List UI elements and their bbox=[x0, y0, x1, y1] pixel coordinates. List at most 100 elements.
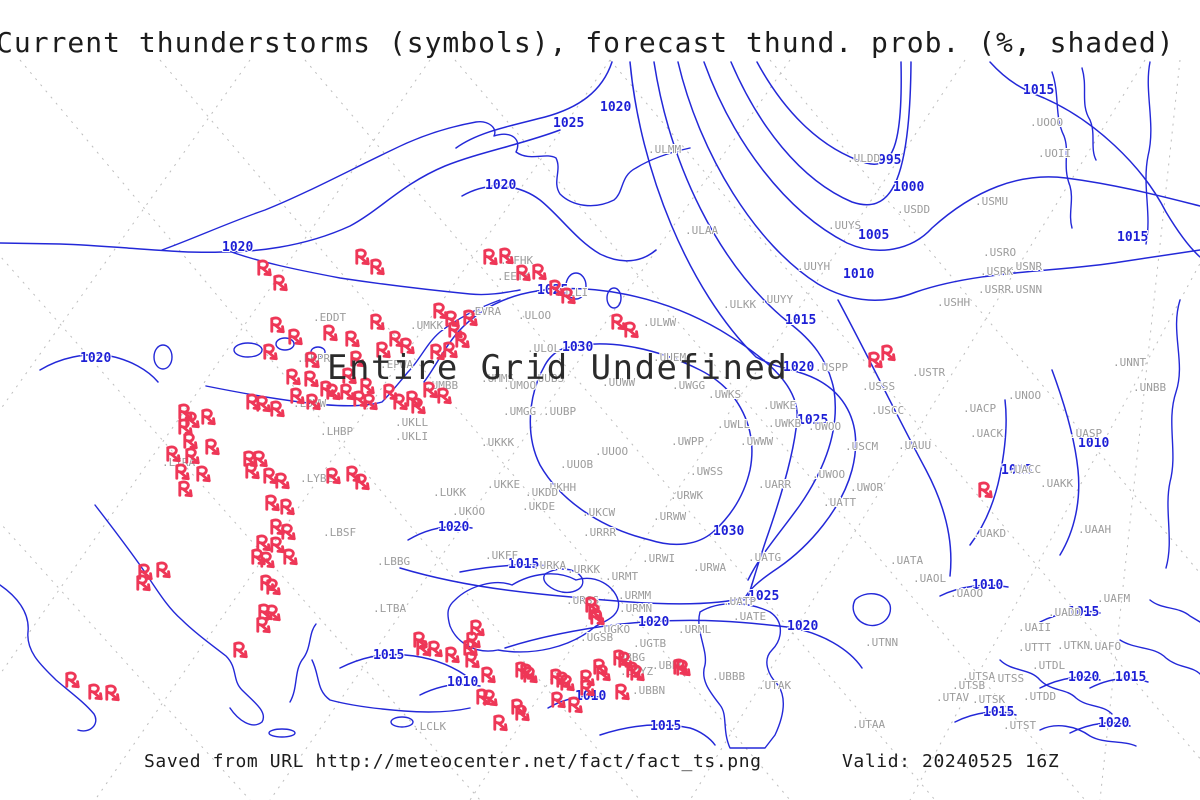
thunderstorm-icon bbox=[323, 324, 338, 342]
station-label: .UBBN bbox=[632, 684, 665, 697]
station-label: .USDD bbox=[897, 203, 930, 216]
station-label: .UATT bbox=[823, 496, 856, 509]
station-label: .UAII bbox=[1018, 621, 1051, 634]
thunderstorm-icon bbox=[881, 344, 896, 362]
thunderstorm-icon bbox=[256, 616, 271, 634]
contour-value-label: 1020 bbox=[80, 351, 111, 366]
footer-valid-time: Valid: 20240525 16Z bbox=[842, 751, 1060, 772]
station-label: .UTST bbox=[1003, 719, 1036, 732]
station-label: .UKFF bbox=[485, 549, 518, 562]
station-label: .UWWW bbox=[740, 435, 773, 448]
thunderstorm-icon bbox=[263, 343, 278, 361]
thunderstorm-icon bbox=[270, 316, 285, 334]
station-label: .UACP bbox=[963, 402, 996, 415]
station-label: .UTKN bbox=[1057, 639, 1090, 652]
station-label: .EDDT bbox=[313, 311, 346, 324]
station-label: .UUYH bbox=[797, 260, 830, 273]
station-label: .UWOO bbox=[808, 420, 841, 433]
station-label: .UKKE bbox=[487, 478, 520, 491]
station-label: .URWK bbox=[670, 489, 703, 502]
station-label: .USNN bbox=[1009, 283, 1042, 296]
station-label: .UADD bbox=[1048, 606, 1081, 619]
station-label: .UTSS bbox=[991, 672, 1024, 685]
station-label: .USMU bbox=[975, 195, 1008, 208]
station-label: .URML bbox=[678, 623, 711, 636]
station-label: .USPP bbox=[815, 361, 848, 374]
station-label: .UMGG bbox=[503, 405, 536, 418]
station-label: .ULMM bbox=[648, 143, 681, 156]
station-label: .UTAA bbox=[852, 718, 885, 731]
thunderstorm-icon bbox=[270, 536, 285, 554]
station-label: .UKCW bbox=[582, 506, 615, 519]
isobars bbox=[0, 61, 1200, 746]
station-label: .UBBB bbox=[712, 670, 745, 683]
contour-value-label: 1020 bbox=[485, 178, 516, 193]
station-label: .UWKE bbox=[763, 399, 796, 412]
station-label: .UWKB bbox=[768, 417, 801, 430]
thunderstorm-icon bbox=[370, 258, 385, 276]
thunderstorm-icon bbox=[428, 640, 443, 658]
station-label: .ULKK bbox=[723, 298, 756, 311]
contour-value-label: 1015 bbox=[983, 705, 1014, 720]
station-label: .URRR bbox=[583, 526, 616, 539]
station-label: .USCC bbox=[871, 404, 904, 417]
thunderstorm-icon bbox=[304, 370, 319, 388]
station-label: .UUBS bbox=[531, 372, 564, 385]
station-label: .LUKK bbox=[433, 486, 466, 499]
contour-value-label: 1000 bbox=[893, 180, 924, 195]
thunderstorm-icon bbox=[345, 330, 360, 348]
station-label: .URKK bbox=[567, 563, 600, 576]
station-label: .UTSA bbox=[962, 670, 995, 683]
thunderstorm-icon bbox=[483, 248, 498, 266]
station-label: .LYBE bbox=[300, 472, 333, 485]
contour-value-label: 1010 bbox=[447, 675, 478, 690]
station-label: .UWSS bbox=[690, 465, 723, 478]
station-label: .URWW bbox=[653, 510, 686, 523]
thunderstorm-icon bbox=[156, 561, 171, 579]
station-label: .UOOO bbox=[1030, 116, 1063, 129]
station-label: .UKLL bbox=[395, 416, 428, 429]
station-label: .URMN bbox=[619, 602, 652, 615]
station-label: .UARR bbox=[758, 478, 791, 491]
station-label: .UTAK bbox=[758, 679, 791, 692]
contour-value-label: 1015 bbox=[785, 313, 816, 328]
station-label: .UKDE bbox=[522, 500, 555, 513]
thunderstorm-icon bbox=[280, 498, 295, 516]
contour-value-label: 1020 bbox=[638, 615, 669, 630]
thunderstorm-icon bbox=[445, 646, 460, 664]
station-label: .UKOO bbox=[452, 505, 485, 518]
station-label: .ULWW bbox=[643, 316, 676, 329]
thunderstorm-icon bbox=[433, 302, 448, 320]
station-label: .UAFO bbox=[1088, 640, 1121, 653]
station-label: .URWI bbox=[642, 552, 675, 565]
thunderstorm-icon bbox=[283, 548, 298, 566]
thunderstorm-icon bbox=[263, 467, 278, 485]
station-label: .UAAH bbox=[1078, 523, 1111, 536]
station-label: .UWGG bbox=[672, 379, 705, 392]
thunderstorm-icon bbox=[481, 666, 496, 684]
thunderstorm-icon bbox=[205, 438, 220, 456]
station-label: .UTSB bbox=[952, 679, 985, 692]
station-label: .LBBG bbox=[377, 555, 410, 568]
station-label: .ULAA bbox=[685, 224, 718, 237]
station-label: .USRR bbox=[978, 283, 1011, 296]
thunderstorm-icon bbox=[275, 472, 290, 490]
station-label: .UTNN bbox=[865, 636, 898, 649]
contour-value-label: 1030 bbox=[713, 524, 744, 539]
contour-value-label: 1015 bbox=[1068, 605, 1099, 620]
contour-value-label: 1015 bbox=[1117, 230, 1148, 245]
contour-value-label: 1015 bbox=[373, 648, 404, 663]
contour-value-label: 1020 bbox=[1098, 716, 1129, 731]
station-label: .UACK bbox=[970, 427, 1003, 440]
station-label: .UATE bbox=[733, 610, 766, 623]
contour-value-label: 1030 bbox=[562, 340, 593, 355]
map-title: Current thunderstorms (symbols), forecas… bbox=[0, 26, 1175, 59]
thunderstorm-icon bbox=[286, 368, 301, 386]
footer-source-url: Saved from URL http://meteocenter.net/fa… bbox=[144, 751, 762, 772]
thunderstorm-icon bbox=[257, 259, 272, 277]
station-label: .EPWA bbox=[380, 358, 413, 371]
station-label: .LTBA bbox=[373, 602, 406, 615]
contour-value-label: 1010 bbox=[972, 578, 1003, 593]
station-label: .UOII bbox=[1038, 147, 1071, 160]
contour-value-label: 1020 bbox=[438, 520, 469, 535]
